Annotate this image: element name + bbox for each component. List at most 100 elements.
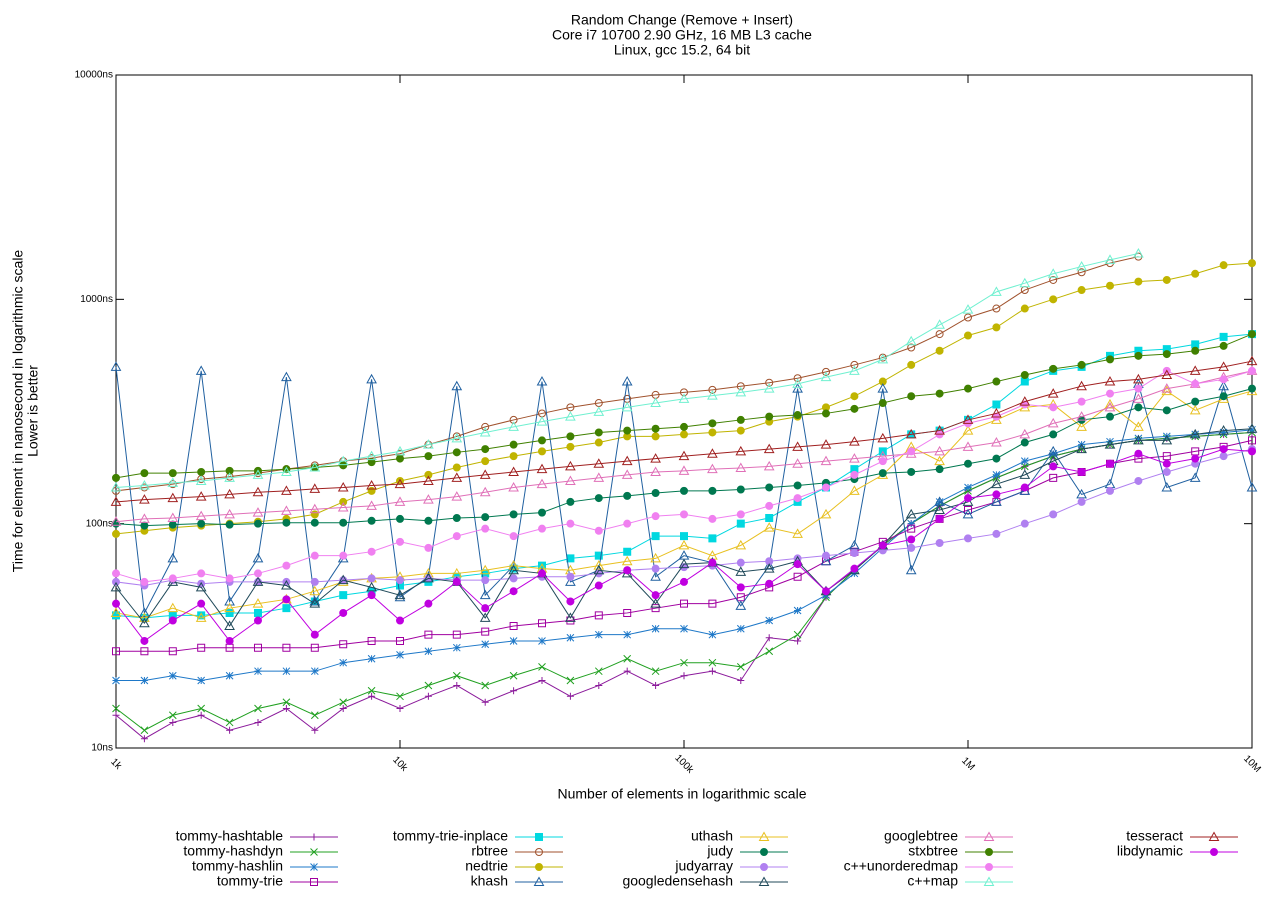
marker [623,491,632,500]
marker [905,335,917,346]
marker [1020,286,1029,295]
marker [934,455,945,466]
marker [736,558,745,567]
legend-marker [760,863,769,871]
marker [538,569,547,578]
marker [651,432,660,441]
marker [907,360,916,369]
marker [735,386,747,397]
marker [1191,346,1200,355]
marker [680,672,688,680]
marker [310,630,319,639]
marker [481,576,490,585]
marker [793,572,802,581]
marker [366,373,377,384]
marker [1106,355,1115,364]
marker [225,671,234,680]
marker [510,687,518,695]
marker [1161,481,1173,492]
marker [538,436,547,445]
marker [339,658,348,667]
marker [708,658,717,667]
marker [736,624,745,633]
marker [849,436,860,446]
marker [964,506,972,515]
marker [678,465,690,475]
x-tick-label: 100k [672,753,696,777]
marker [394,478,406,489]
marker [535,833,543,841]
marker [708,486,717,495]
marker [708,667,716,675]
marker [1134,351,1143,360]
marker [708,534,717,543]
marker [737,676,745,684]
marker [991,478,1002,489]
marker [623,547,632,556]
marker [765,483,774,492]
marker [935,539,944,547]
marker [850,404,859,413]
marker [252,469,264,479]
legend-label: judyarray [674,858,733,874]
marker [167,477,179,487]
series-line [116,439,1253,652]
marker [310,518,319,527]
marker [1047,445,1059,456]
legend-marker [758,831,770,841]
marker [1162,452,1171,461]
marker [197,711,205,719]
marker [650,453,661,463]
marker [225,574,234,583]
legend-marker [758,876,770,886]
marker [765,579,774,588]
marker [1191,340,1200,349]
marker [680,624,688,633]
marker [650,397,661,408]
marker [850,360,859,369]
marker [508,481,519,492]
marker [566,572,575,581]
marker [367,654,376,663]
marker [1161,383,1173,393]
marker [708,419,717,428]
marker [1134,476,1143,485]
marker [991,286,1002,296]
marker [197,599,206,608]
marker [1162,350,1171,359]
marker [538,637,546,645]
legend-label: googledensehash [622,873,733,889]
marker [905,508,917,519]
marker [310,667,319,676]
marker [594,630,603,639]
legend-marker [535,848,544,856]
marker [538,676,546,684]
legend-marker [983,831,995,841]
marker [139,494,150,504]
marker [110,496,122,506]
marker [566,554,575,563]
marker [680,510,689,519]
marker [309,483,321,493]
marker [708,385,717,394]
marker [367,486,376,495]
marker [651,489,660,497]
marker [1020,519,1029,528]
marker [367,686,376,695]
marker [907,543,916,552]
marker [793,374,802,383]
marker [168,647,177,656]
marker [962,425,974,435]
marker [680,599,688,608]
legend-label: judy [706,843,733,859]
marker [565,411,576,421]
y-axis-label: Time for element in nanosecond in logari… [10,250,26,573]
marker [1248,436,1256,445]
marker [167,492,179,503]
marker [962,508,974,519]
marker [139,617,150,628]
marker [1104,376,1116,386]
series-line [115,428,1253,627]
marker [167,552,179,563]
marker [566,692,574,700]
